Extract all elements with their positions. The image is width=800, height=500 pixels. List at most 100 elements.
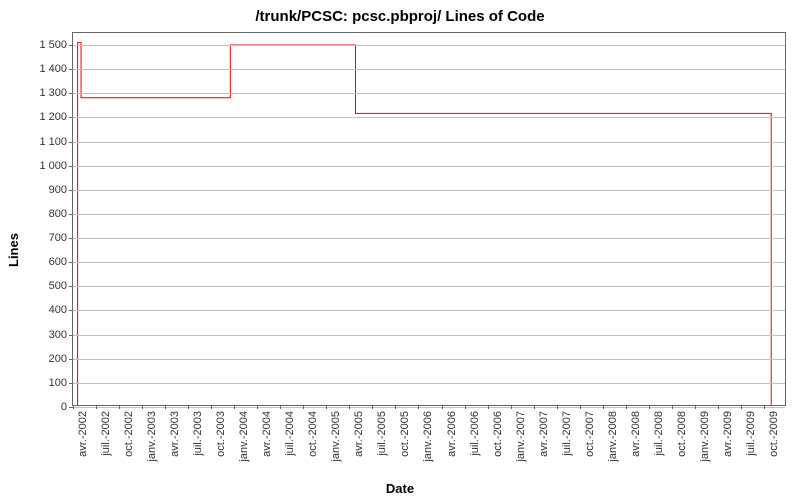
xtick-mark: [372, 405, 373, 409]
gridline: [73, 93, 785, 94]
ytick-mark: [69, 214, 73, 215]
ytick-label: 400: [49, 304, 67, 316]
gridline: [73, 335, 785, 336]
xtick-label: oct.-2005: [399, 411, 411, 457]
xtick-label: juil.-2006: [469, 411, 481, 456]
xtick-mark: [418, 405, 419, 409]
xtick-mark: [488, 405, 489, 409]
ytick-mark: [69, 238, 73, 239]
y-axis-label: Lines: [6, 0, 21, 500]
gridline: [73, 383, 785, 384]
xtick-mark: [603, 405, 604, 409]
ytick-label: 500: [49, 280, 67, 292]
xtick-label: oct.-2007: [584, 411, 596, 457]
xtick-label: janv.-2008: [607, 411, 619, 462]
xtick-label: juil.-2002: [100, 411, 112, 456]
xtick-label: juil.-2007: [561, 411, 573, 456]
ytick-label: 700: [49, 232, 67, 244]
gridline: [73, 359, 785, 360]
xtick-mark: [234, 405, 235, 409]
xtick-label: oct.-2009: [768, 411, 780, 457]
xtick-label: janv.-2004: [238, 411, 250, 462]
xtick-label: juil.-2003: [192, 411, 204, 456]
ytick-mark: [69, 383, 73, 384]
chart-title: /trunk/PCSC: pcsc.pbproj/ Lines of Code: [0, 8, 800, 25]
ytick-mark: [69, 69, 73, 70]
xtick-mark: [96, 405, 97, 409]
xtick-label: oct.-2008: [676, 411, 688, 457]
gridline: [73, 142, 785, 143]
ytick-label: 1 200: [39, 111, 67, 123]
ytick-label: 1 400: [39, 63, 67, 75]
ytick-label: 0: [61, 401, 67, 413]
gridline: [73, 214, 785, 215]
ytick-label: 1 000: [39, 160, 67, 172]
xtick-label: janv.-2003: [146, 411, 158, 462]
xtick-label: janv.-2009: [699, 411, 711, 462]
xtick-label: oct.-2002: [123, 411, 135, 457]
xtick-mark: [349, 405, 350, 409]
xtick-label: juil.-2008: [653, 411, 665, 456]
gridline: [73, 407, 785, 408]
xtick-label: avr.-2008: [630, 411, 642, 457]
xtick-mark: [326, 405, 327, 409]
xtick-label: avr.-2007: [538, 411, 550, 457]
xtick-mark: [395, 405, 396, 409]
xtick-label: oct.-2004: [307, 411, 319, 457]
gridline: [73, 262, 785, 263]
xtick-mark: [119, 405, 120, 409]
line-series: [73, 33, 785, 405]
gridline: [73, 166, 785, 167]
ytick-label: 800: [49, 208, 67, 220]
xtick-label: juil.-2004: [284, 411, 296, 456]
x-axis-label: Date: [0, 481, 800, 496]
ytick-label: 600: [49, 256, 67, 268]
gridline: [73, 45, 785, 46]
gridline: [73, 286, 785, 287]
ytick-mark: [69, 142, 73, 143]
xtick-label: avr.-2009: [722, 411, 734, 457]
ytick-mark: [69, 166, 73, 167]
ytick-mark: [69, 190, 73, 191]
ytick-label: 300: [49, 329, 67, 341]
xtick-mark: [211, 405, 212, 409]
xtick-mark: [442, 405, 443, 409]
xtick-mark: [73, 405, 74, 409]
series-lines_of_code: [78, 43, 772, 405]
xtick-mark: [165, 405, 166, 409]
xtick-label: janv.-2007: [515, 411, 527, 462]
xtick-mark: [649, 405, 650, 409]
ytick-label: 1 500: [39, 39, 67, 51]
xtick-mark: [142, 405, 143, 409]
xtick-label: oct.-2006: [492, 411, 504, 457]
xtick-mark: [557, 405, 558, 409]
plot-area: 01002003004005006007008009001 0001 1001 …: [72, 32, 786, 406]
ytick-label: 900: [49, 184, 67, 196]
xtick-mark: [626, 405, 627, 409]
xtick-label: avr.-2002: [77, 411, 89, 457]
xtick-mark: [280, 405, 281, 409]
xtick-label: avr.-2005: [353, 411, 365, 457]
xtick-mark: [764, 405, 765, 409]
xtick-mark: [511, 405, 512, 409]
gridline: [73, 117, 785, 118]
xtick-label: janv.-2005: [330, 411, 342, 462]
xtick-mark: [257, 405, 258, 409]
ytick-mark: [69, 335, 73, 336]
gridline: [73, 69, 785, 70]
loc-chart: /trunk/PCSC: pcsc.pbproj/ Lines of Code …: [0, 0, 800, 500]
gridline: [73, 238, 785, 239]
xtick-mark: [188, 405, 189, 409]
xtick-mark: [741, 405, 742, 409]
xtick-mark: [695, 405, 696, 409]
gridline: [73, 310, 785, 311]
ytick-mark: [69, 45, 73, 46]
ytick-label: 200: [49, 353, 67, 365]
ytick-mark: [69, 359, 73, 360]
ytick-mark: [69, 93, 73, 94]
xtick-mark: [718, 405, 719, 409]
xtick-label: avr.-2004: [261, 411, 273, 457]
ytick-mark: [69, 262, 73, 263]
xtick-mark: [303, 405, 304, 409]
xtick-mark: [580, 405, 581, 409]
